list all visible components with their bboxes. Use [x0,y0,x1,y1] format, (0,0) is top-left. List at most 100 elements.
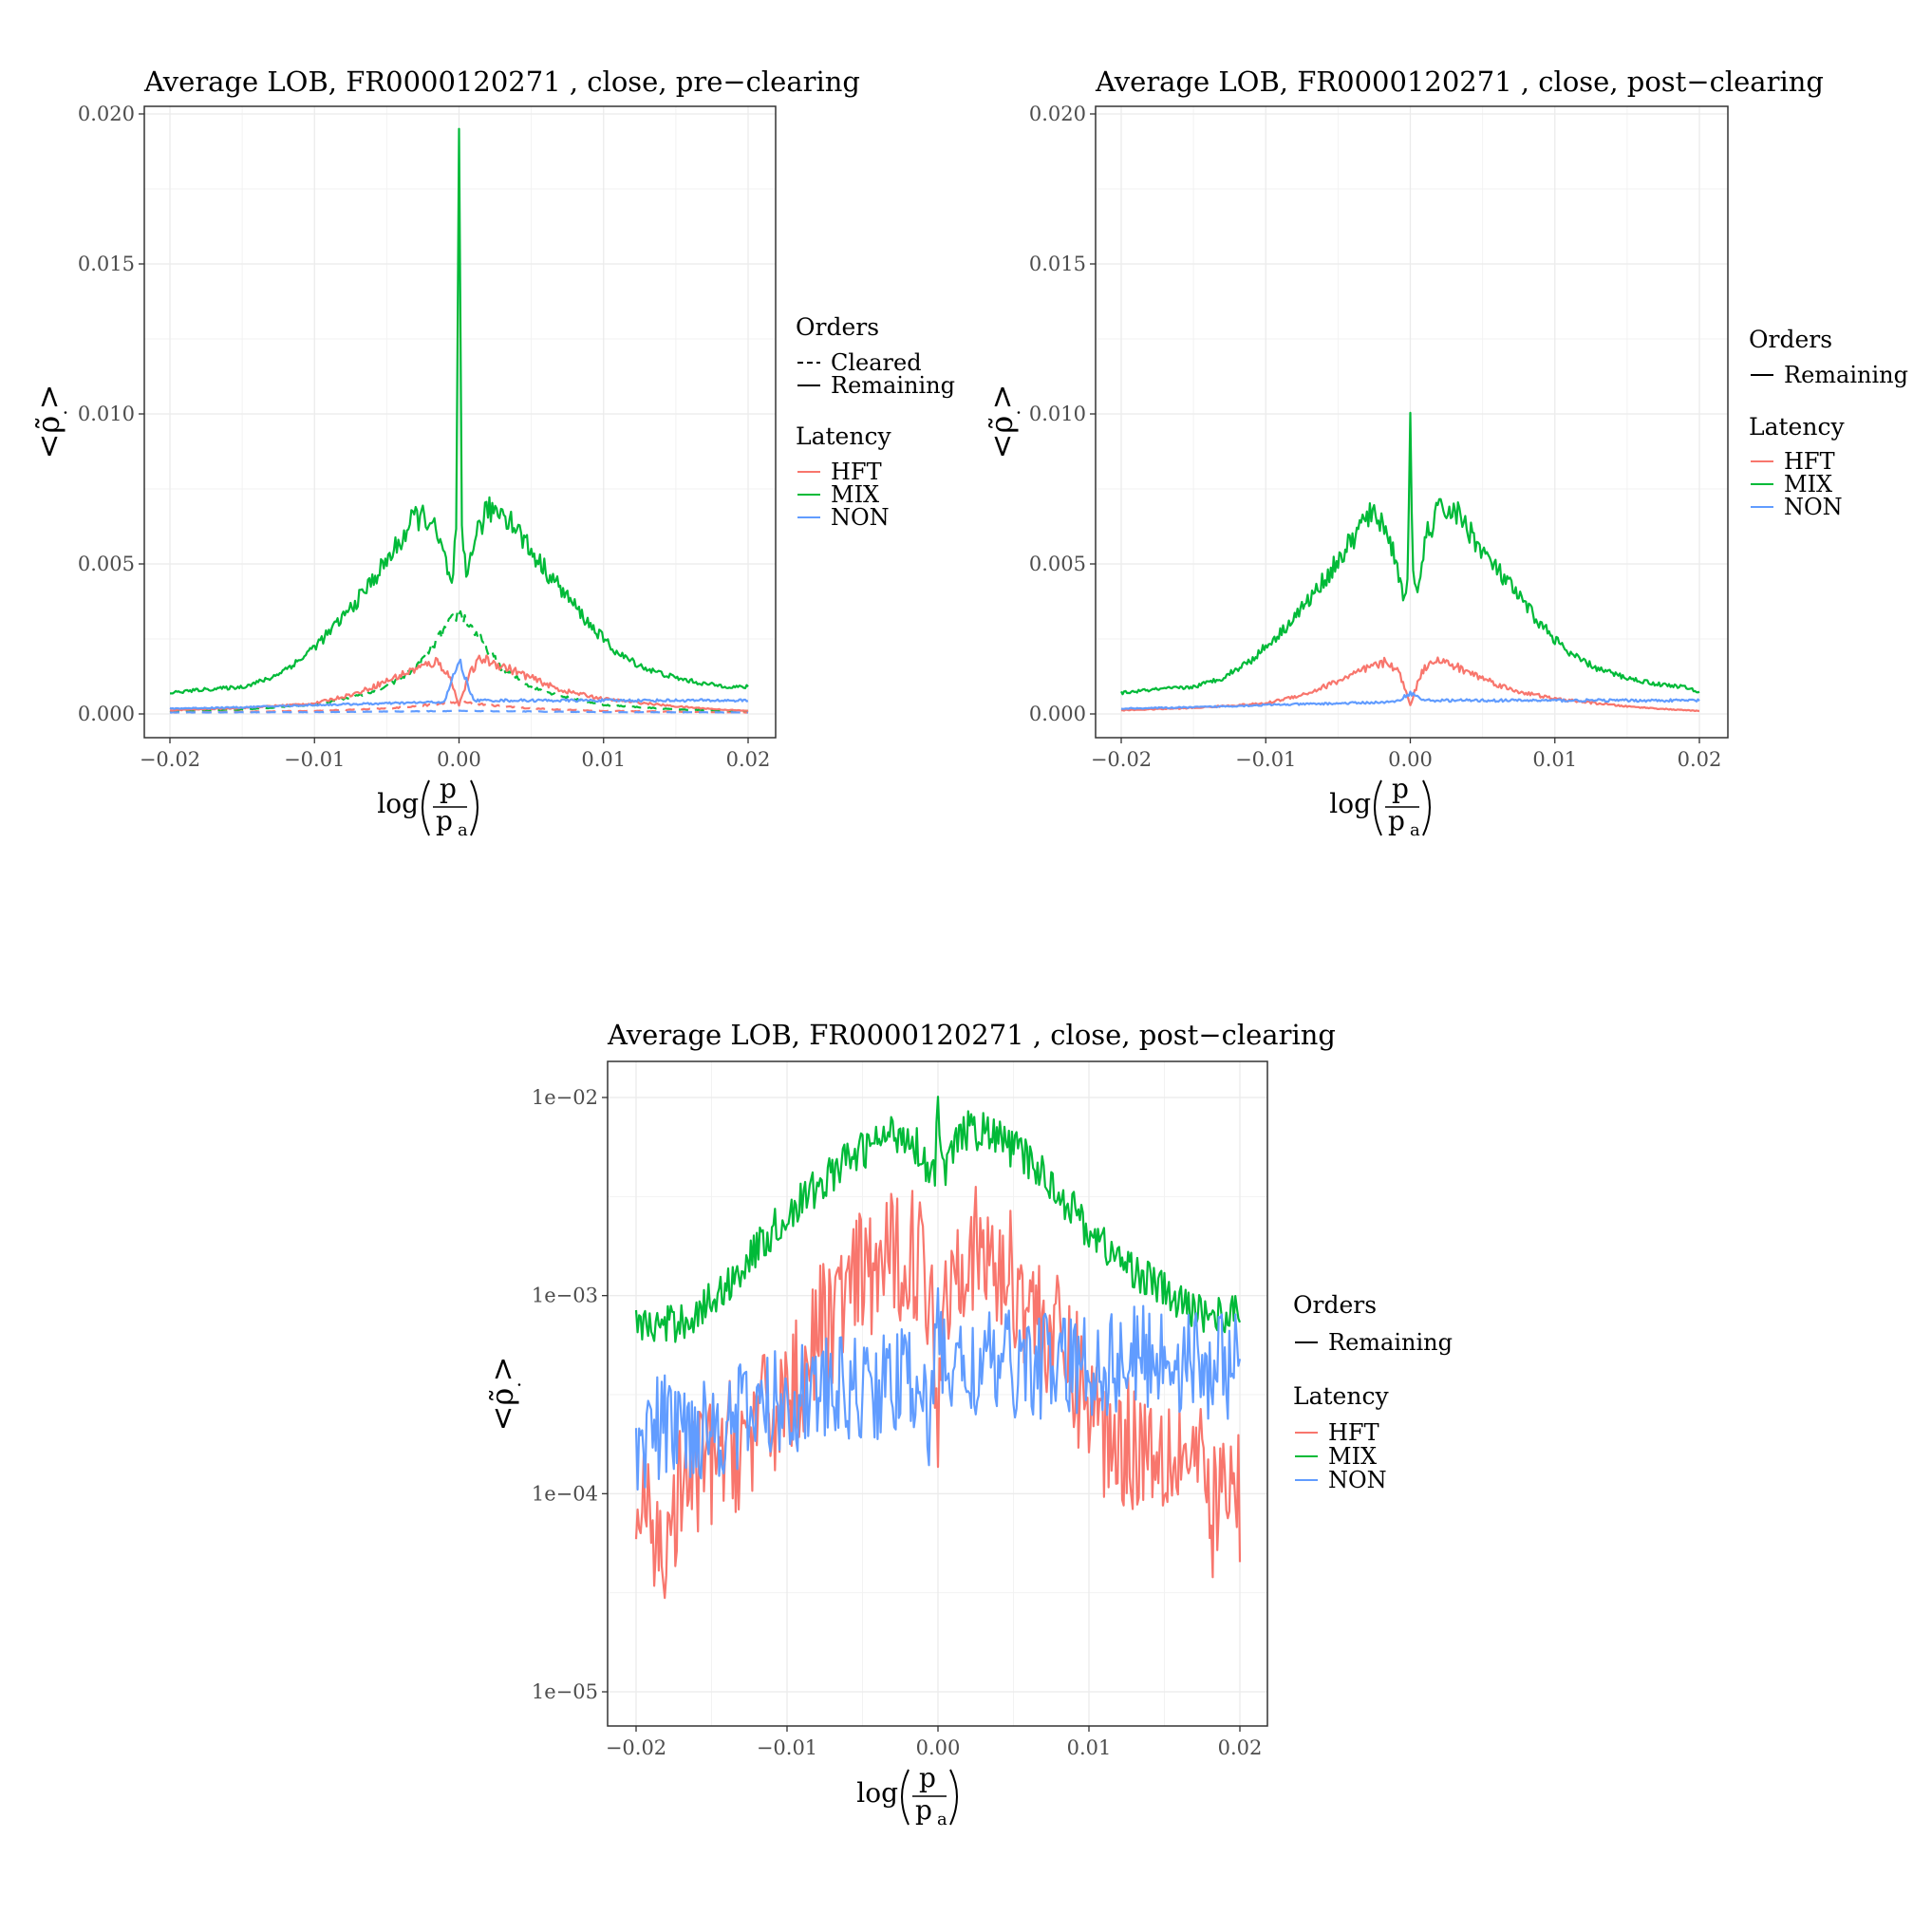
legend-label-cleared: Cleared [831,349,922,376]
xlabel-left-paren [422,779,430,836]
y-tick-labels: 0.000 0.005 0.010 0.015 0.020 [78,103,144,725]
svg-text:<ρ̃.>: <ρ̃.> [484,1357,525,1432]
y-axis-label: <ρ̃.> [984,385,1024,460]
series-line-mix-remaining [170,127,749,695]
y-tick-label: 1e−04 [532,1482,598,1505]
legend-label-hft: HFT [1328,1419,1379,1446]
plot-frame [1095,105,1729,739]
xlabel-numerator: p [440,773,457,804]
x-tick-label: −0.02 [606,1736,666,1759]
xlabel-subscript: a [1410,820,1420,840]
xlabel-numerator: p [919,1762,936,1793]
xlabel-log: log [377,788,419,819]
legend-label-mix: MIX [831,481,879,508]
svg-text:<ρ̃.>: <ρ̃.> [30,385,71,460]
plot-frame [143,105,777,739]
panel-pre-clearing: Average LOB, FR0000120271 , close, pre−c… [30,66,955,840]
xlabel-left-paren [901,1769,910,1826]
x-tick-label: 0.01 [581,748,626,771]
y-tick-label: 0.000 [78,703,135,725]
legend-latency-title: Latency [1749,413,1845,441]
y-tick-label: 0.020 [1029,103,1086,125]
y-tick-labels: 1e−05 1e−04 1e−03 1e−02 [532,1086,608,1703]
x-axis-label: log p p a [1329,773,1431,840]
legend: Orders Remaining Latency HFT MIX NON [1293,1291,1453,1493]
chart-title: Average LOB, FR0000120271 , close, post−… [1095,66,1824,98]
x-tick-label: 0.02 [1218,1736,1263,1759]
legend-label-non: NON [1784,494,1843,520]
y-tick-label: 0.005 [1029,553,1086,575]
series-line-non-remaining [1120,690,1700,710]
x-tick-label: 0.01 [1532,748,1577,771]
y-tick-label: 1e−05 [532,1680,598,1703]
legend-label-non: NON [831,504,890,531]
x-tick-label: 0.01 [1067,1736,1112,1759]
legend-label-mix: MIX [1784,471,1832,497]
y-tick-label: 0.010 [78,403,135,425]
x-axis-label: log p p a [377,773,478,840]
y-tick-label: 0.000 [1029,703,1086,725]
xlabel-right-paren [470,779,478,836]
panel-post-clearing: Average LOB, FR0000120271 , close, post−… [984,66,1908,840]
xlabel-subscript: a [937,1810,947,1829]
x-tick-label: 0.00 [1388,748,1433,771]
series-line-mix-cleared [169,609,749,713]
xlabel-subscript: a [458,820,468,840]
series-line-non-remaining [634,1286,1242,1491]
xlabel-log: log [1329,788,1371,819]
xlabel-log: log [856,1777,898,1809]
y-axis-label: <ρ̃.> [484,1357,525,1432]
y-axis-label: <ρ̃.> [30,385,71,460]
x-tick-label: 0.00 [916,1736,961,1759]
series-lines [169,127,749,714]
grid [1096,106,1728,738]
series-line-non-remaining [169,658,749,710]
legend-label-non: NON [1328,1467,1387,1493]
legend-label-remaining: Remaining [831,372,955,399]
x-tick-labels: −0.02 −0.01 0.00 0.01 0.02 [1091,738,1721,771]
series-line-non-cleared [169,709,749,714]
x-axis-label: log p p a [856,1762,958,1829]
legend: Orders Remaining Latency HFT MIX NON [1749,326,1908,520]
legend-label-hft: HFT [831,459,882,485]
y-tick-label: 0.020 [78,103,135,125]
x-tick-label: −0.02 [140,748,200,771]
x-tick-label: −0.01 [1235,748,1296,771]
legend-label-mix: MIX [1328,1443,1377,1470]
y-tick-label: 0.005 [78,553,135,575]
xlabel-denominator: p [1388,805,1405,836]
x-tick-label: 0.00 [437,748,481,771]
series-line-hft-remaining [634,1186,1242,1600]
y-tick-labels: 0.000 0.005 0.010 0.015 0.020 [1029,103,1096,725]
legend-label-hft: HFT [1784,448,1835,475]
plot-background [1096,106,1728,738]
series-line-mix-remaining [1120,411,1700,696]
svg-text:<ρ̃.>: <ρ̃.> [984,385,1024,460]
x-tick-label: −0.01 [284,748,345,771]
y-tick-label: 0.015 [78,253,135,275]
legend-latency-title: Latency [796,422,891,450]
x-tick-labels: −0.02 −0.01 0.00 0.01 0.02 [606,1726,1263,1759]
legend-orders-title: Orders [796,313,879,341]
y-tick-label: 0.010 [1029,403,1086,425]
legend-label-remaining: Remaining [1784,362,1908,388]
x-tick-label: −0.02 [1091,748,1152,771]
series-lines [634,1096,1242,1600]
legend: Orders Cleared Remaining Latency HFT MIX… [796,313,955,531]
y-tick-label: 1e−02 [532,1086,598,1109]
legend-orders-title: Orders [1749,326,1832,353]
x-tick-label: −0.01 [757,1736,817,1759]
xlabel-right-paren [1422,779,1431,836]
legend-orders-title: Orders [1293,1291,1377,1319]
x-tick-labels: −0.02 −0.01 0.00 0.01 0.02 [140,738,771,771]
xlabel-numerator: p [1392,773,1409,804]
chart-title: Average LOB, FR0000120271 , close, pre−c… [143,66,860,98]
chart-title: Average LOB, FR0000120271 , close, post−… [607,1019,1336,1051]
series-lines [1120,411,1700,712]
xlabel-denominator: p [436,805,453,836]
xlabel-right-paren [949,1769,958,1826]
y-tick-label: 1e−03 [532,1285,598,1307]
panel-post-clearing-log: Average LOB, FR0000120271 , close, post−… [484,1019,1453,1829]
x-tick-label: 0.02 [726,748,771,771]
